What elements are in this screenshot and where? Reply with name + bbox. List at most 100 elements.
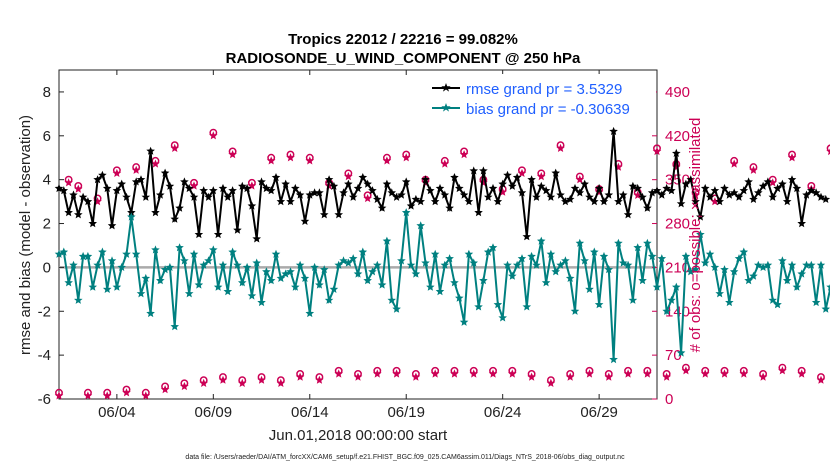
rmse-point	[469, 166, 478, 175]
bias-point	[334, 260, 343, 269]
bias-point	[180, 256, 189, 265]
bias-point	[238, 278, 247, 287]
y-tick-label: -2	[38, 303, 51, 320]
rmse-point	[782, 197, 792, 206]
obs-assimilated-marker	[160, 385, 170, 394]
bias-point	[541, 278, 551, 287]
obs-assimilated-marker	[459, 150, 469, 159]
bias-point	[681, 251, 691, 261]
y-tick-label: 2	[43, 216, 51, 233]
rmse-point	[218, 183, 228, 193]
rmse-point	[667, 186, 676, 195]
rmse-point	[676, 199, 686, 208]
obs-assimilated-marker	[247, 181, 257, 190]
rmse-point	[565, 194, 575, 203]
obs-assimilated-marker	[662, 372, 671, 381]
rmse-point	[527, 175, 536, 184]
bias-point	[725, 298, 734, 307]
obs-assimilated-marker	[623, 369, 633, 378]
legend-rmse: rmse grand pr = 3.5329	[466, 81, 622, 98]
rmse-point	[233, 225, 242, 234]
rmse-point	[792, 183, 802, 193]
rmse-point	[758, 181, 768, 190]
obs-assimilated-marker	[74, 184, 83, 193]
rmse-point	[739, 186, 749, 195]
obs-assimilated-marker	[749, 165, 758, 174]
rmse-point	[512, 173, 522, 182]
y-tick-label: 4	[43, 172, 51, 189]
obs-assimilated-marker	[826, 148, 830, 156]
bias-point	[792, 282, 802, 291]
rmse-point	[773, 183, 782, 193]
bias-point	[807, 260, 816, 269]
bias-point	[266, 276, 276, 285]
y2-tick-label: 0	[665, 391, 673, 408]
bias-point	[406, 260, 416, 269]
bias-point	[527, 251, 536, 261]
bias-point	[421, 258, 430, 267]
bias-point	[546, 249, 556, 258]
y-tick-label: 6	[43, 128, 51, 145]
rmse-point	[175, 203, 184, 212]
bias-point	[643, 238, 652, 247]
obs-assimilated-marker	[353, 372, 363, 381]
rmse-point	[657, 190, 667, 199]
bias-point	[652, 282, 662, 291]
obs-assimilated-marker	[382, 156, 392, 165]
y2-tick-label: 210	[665, 259, 690, 276]
bias-point	[136, 289, 146, 298]
obs-assimilated-marker	[527, 372, 536, 381]
bias-point	[705, 249, 715, 258]
rmse-point	[729, 188, 739, 197]
rmse-point	[112, 186, 122, 195]
bias-point	[585, 284, 594, 293]
rmse-point	[643, 203, 652, 212]
rmse-point	[107, 221, 117, 230]
bias-point	[430, 249, 440, 258]
bias-point	[517, 254, 527, 263]
rmse-point	[69, 190, 78, 199]
rmse-point	[802, 190, 811, 199]
chart-title: Tropics 22012 / 22216 = 99.082%	[288, 31, 518, 48]
rmse-point	[691, 197, 700, 206]
obs-assimilated-marker	[517, 168, 527, 177]
bias-point	[696, 230, 705, 239]
rmse-point	[242, 183, 252, 193]
bias-point	[131, 249, 141, 258]
obs-assimilated-marker	[334, 369, 343, 378]
rmse-point	[353, 183, 363, 193]
bias-point	[763, 260, 773, 269]
bias-point	[348, 254, 358, 263]
rmse-point	[421, 175, 430, 184]
obs-assimilated-marker	[604, 372, 614, 381]
bias-point	[493, 300, 503, 309]
rmse-point	[488, 183, 498, 193]
bias-point	[604, 265, 614, 274]
obs-assimilated-marker	[556, 143, 565, 152]
rmse-point	[556, 190, 565, 199]
rmse-point	[541, 186, 551, 195]
rmse-point	[652, 186, 662, 195]
obs-assimilated-marker	[199, 378, 208, 387]
obs-assimilated-marker	[430, 369, 440, 378]
rmse-point	[619, 190, 628, 199]
bias-point	[744, 276, 753, 285]
legend-bias: bias grand pr = -0.30639	[466, 101, 630, 118]
rmse-point	[401, 177, 411, 186]
bias-point	[537, 236, 546, 245]
obs-assimilated-marker	[209, 131, 218, 140]
x-tick-label: 06/29	[580, 404, 618, 421]
obs-assimilated-marker	[218, 375, 228, 384]
rmse-point	[638, 192, 647, 201]
rmse-point	[705, 192, 715, 201]
obs-assimilated-marker	[131, 165, 141, 174]
rmse-point	[151, 208, 160, 217]
rmse-point	[416, 197, 425, 206]
data-file-footer: data file: /Users/raeder/DAI/ATM_forcXX/…	[185, 454, 625, 461]
obs-assimilated-marker	[363, 194, 372, 203]
bias-point	[464, 249, 474, 258]
plot-frame	[58, 69, 658, 400]
rmse-point	[647, 188, 657, 197]
obs-assimilated-marker	[450, 369, 459, 378]
rmse-point	[754, 188, 763, 197]
